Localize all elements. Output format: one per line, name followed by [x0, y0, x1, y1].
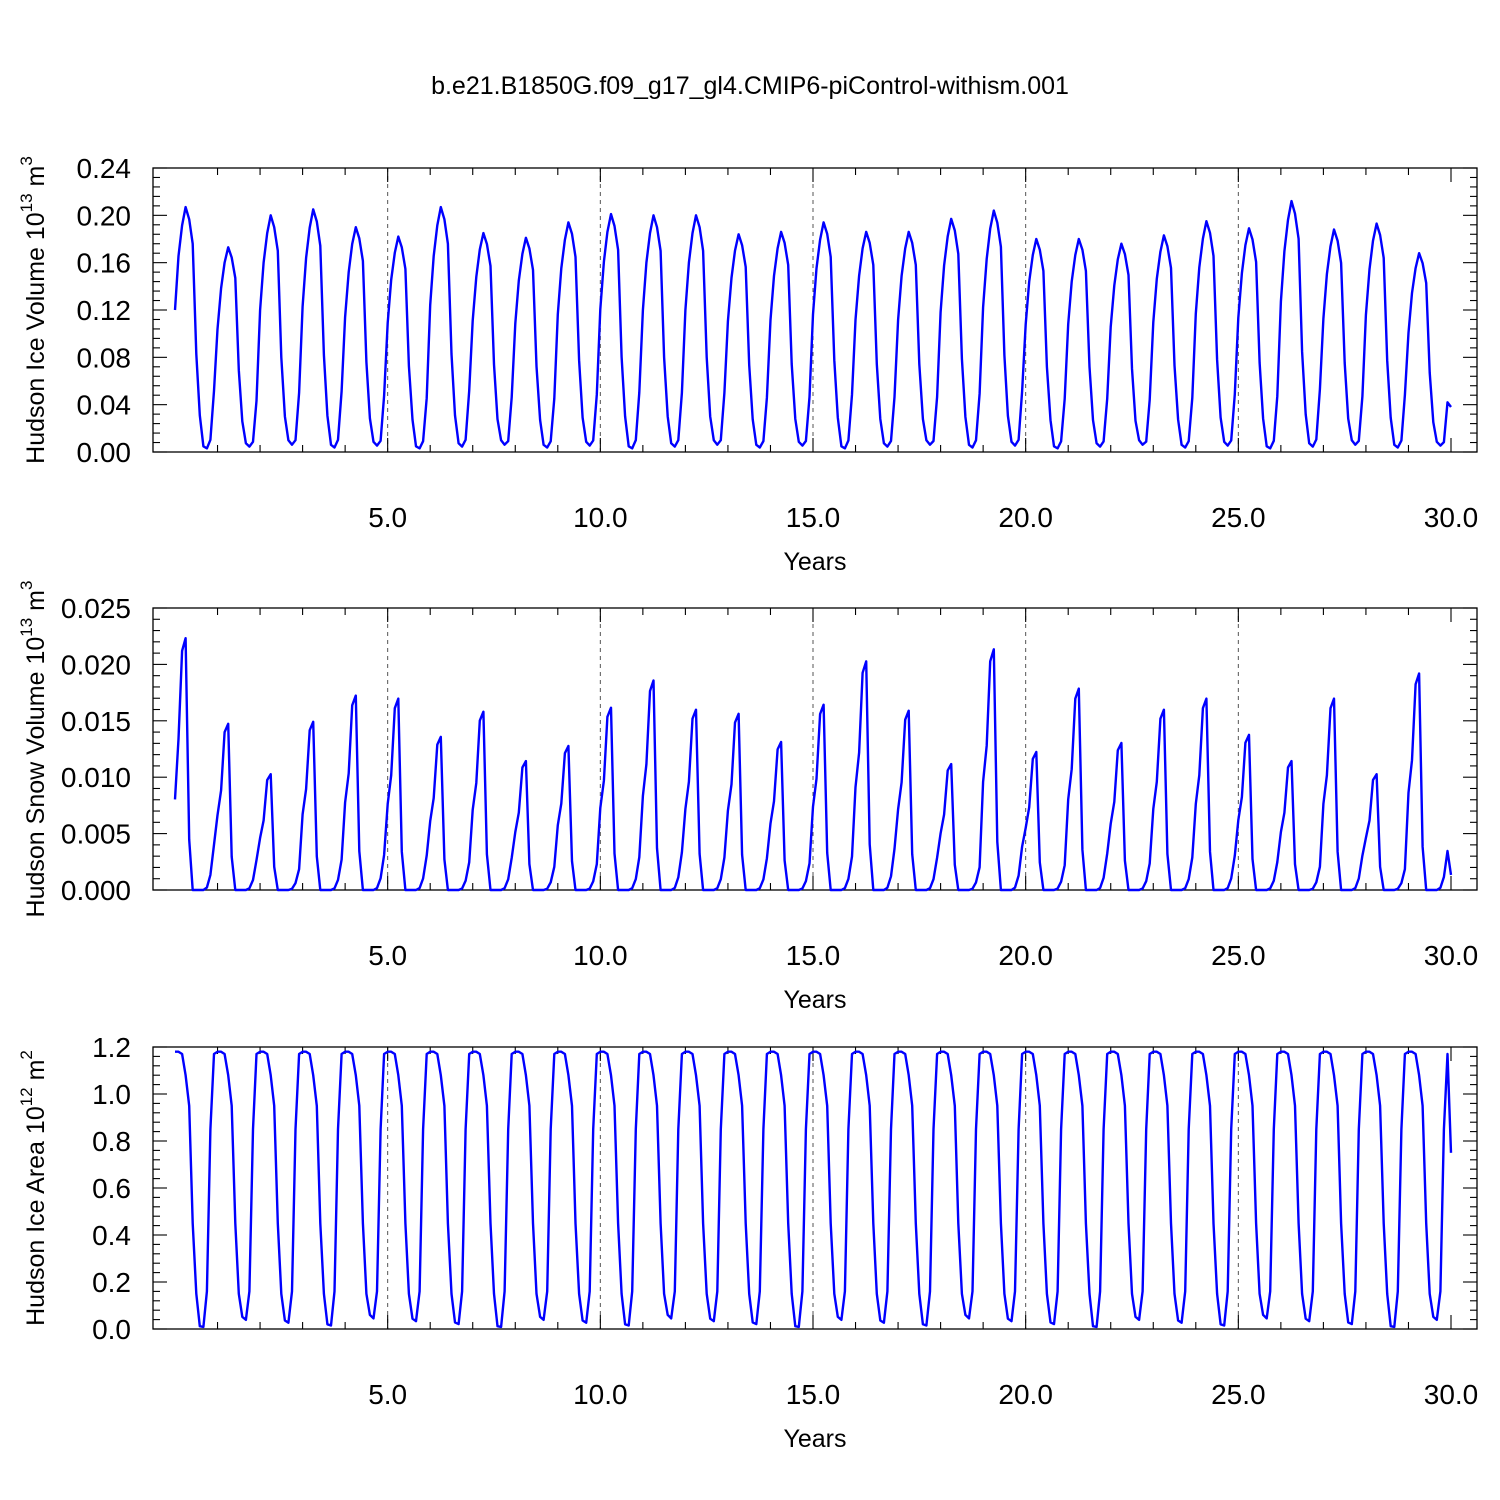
ice-volume-panel: 5.0 10.0 15.0 20.0 25.0 30.0 Years 0.00 0.04 0.08… — [17, 153, 1478, 576]
series-line — [173, 199, 1452, 450]
y-axis-label-text: Hudson Snow Volume 10 — [22, 637, 50, 918]
y-axis-label-unit: m — [22, 590, 50, 618]
x-tick-label: 30.0 — [1424, 1379, 1479, 1410]
x-tick-label: 10.0 — [573, 940, 628, 971]
y-axis-label-unit-exponent: 2 — [17, 1050, 36, 1059]
x-tick-label: 20.0 — [998, 940, 1053, 971]
x-axis-label: Years — [783, 548, 846, 576]
x-tick-label: 15.0 — [786, 1379, 841, 1410]
y-tick-label: 0.12 — [77, 295, 132, 326]
x-tick-label: 30.0 — [1424, 502, 1479, 533]
y-tick-label: 0.010 — [61, 762, 131, 793]
snow-volume-panel: 5.0 10.0 15.0 20.0 25.0 30.0 Years 0.000 0.005 0.… — [17, 581, 1478, 1014]
x-tick-label: 20.0 — [998, 502, 1053, 533]
x-tick-label: 30.0 — [1424, 940, 1479, 971]
y-tick-label: 0.24 — [77, 153, 132, 184]
y-tick-label: 0.4 — [92, 1220, 131, 1251]
x-tick-label: 25.0 — [1211, 940, 1266, 971]
y-tick-label: 0.020 — [61, 649, 131, 680]
x-tick-label: 20.0 — [998, 1379, 1053, 1410]
y-axis-label: Hudson Snow Volume 1013 m3 — [17, 581, 50, 918]
y-tick-label: 0.0 — [92, 1314, 131, 1345]
y-tick-label: 0.005 — [61, 819, 131, 850]
y-axis-label-text: Hudson Ice Volume 10 — [22, 212, 50, 464]
y-axis-label-exponent: 13 — [17, 193, 36, 212]
y-tick-label: 0.6 — [92, 1173, 131, 1204]
y-tick-label: 0.08 — [77, 342, 132, 373]
y-axis-label: Hudson Ice Volume 1013 m3 — [17, 156, 50, 464]
y-tick-label: 0.2 — [92, 1267, 131, 1298]
plot-frame — [152, 1046, 1478, 1330]
y-tick-label: 0.8 — [92, 1126, 131, 1157]
x-axis-label: Years — [783, 986, 846, 1014]
x-tick-label: 15.0 — [786, 502, 841, 533]
x-tick-label: 25.0 — [1211, 1379, 1266, 1410]
ice-area-panel: 5.0 10.0 15.0 20.0 25.0 30.0 Years 0.0 0.2 0.4 0.6… — [17, 1032, 1478, 1453]
plot-frame — [152, 167, 1478, 453]
y-tick-label: 1.0 — [92, 1079, 131, 1110]
y-axis-label: Hudson Ice Area 1012 m2 — [17, 1050, 50, 1326]
y-axis-label-unit-exponent: 3 — [17, 581, 36, 590]
y-axis-label-unit: m — [22, 166, 50, 194]
y-tick-label: 0.000 — [61, 875, 131, 906]
series-line — [175, 1050, 1453, 1329]
y-axis-label-text: Hudson Ice Area 10 — [22, 1106, 50, 1326]
y-axis-label-unit-exponent: 3 — [17, 156, 36, 165]
y-tick-label: 1.2 — [92, 1032, 131, 1063]
y-tick-label: 0.00 — [77, 437, 132, 468]
y-tick-label: 0.04 — [77, 390, 132, 421]
x-axis-label: Years — [783, 1425, 846, 1453]
plot-frame — [152, 607, 1478, 891]
x-tick-label: 15.0 — [786, 940, 841, 971]
x-tick-label: 10.0 — [573, 1379, 628, 1410]
y-axis-label-exponent: 12 — [17, 1087, 36, 1106]
y-tick-label: 0.16 — [77, 248, 132, 279]
x-tick-label: 5.0 — [368, 502, 407, 533]
y-tick-label: 0.015 — [61, 706, 131, 737]
y-axis-label-exponent: 13 — [17, 618, 36, 637]
y-tick-label: 0.20 — [77, 200, 132, 231]
x-tick-label: 5.0 — [368, 940, 407, 971]
series-line — [173, 637, 1453, 892]
chart-title: b.e21.B1850G.f09_g17_gl4.CMIP6-piControl… — [431, 72, 1069, 100]
y-axis-label-unit: m — [22, 1060, 50, 1088]
y-tick-label: 0.025 — [61, 593, 131, 624]
x-tick-label: 25.0 — [1211, 502, 1266, 533]
x-tick-label: 5.0 — [368, 1379, 407, 1410]
x-tick-label: 10.0 — [573, 502, 628, 533]
